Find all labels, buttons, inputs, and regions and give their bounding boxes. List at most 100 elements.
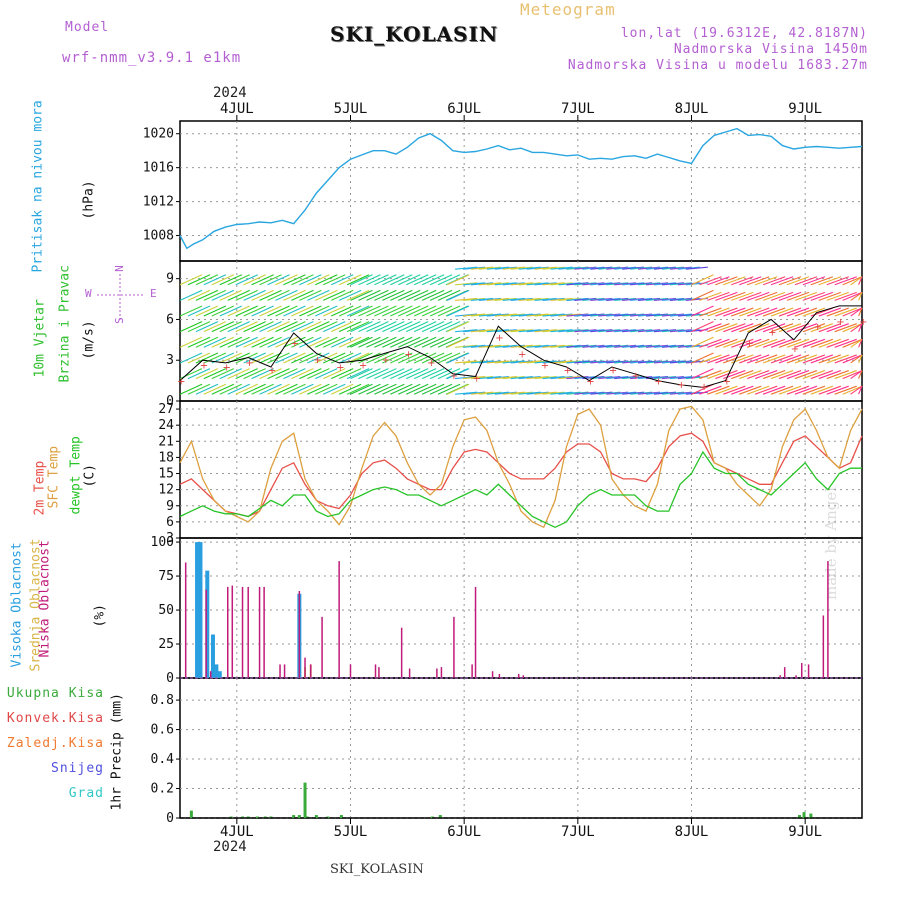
wind-barb bbox=[794, 291, 818, 301]
y-tick-label: 0 bbox=[166, 811, 174, 826]
wind-barb bbox=[455, 360, 478, 364]
wind-barb bbox=[429, 305, 453, 317]
wind-barb bbox=[203, 321, 227, 333]
wind-barb bbox=[330, 383, 354, 395]
wind-gust-marker: + bbox=[291, 339, 299, 350]
wind-barb bbox=[486, 266, 509, 270]
wind-barb bbox=[534, 360, 557, 364]
wind-barb bbox=[346, 274, 370, 286]
wind-barb bbox=[462, 266, 486, 270]
wind-gust-marker: + bbox=[768, 328, 776, 339]
wind-barb bbox=[338, 336, 362, 348]
wind-barb bbox=[747, 385, 770, 395]
wind-gust-marker: + bbox=[222, 362, 230, 373]
wind-barb bbox=[502, 297, 525, 301]
wind-barb bbox=[398, 336, 421, 348]
wind-barb bbox=[566, 360, 589, 364]
wind-barb bbox=[227, 305, 250, 317]
wind-barb bbox=[566, 344, 589, 348]
wind-barb bbox=[259, 305, 282, 317]
wind-barb bbox=[534, 329, 557, 333]
wind-barb bbox=[691, 305, 714, 317]
wind-barb bbox=[350, 321, 373, 333]
wind-barb bbox=[446, 321, 470, 333]
wind-barb bbox=[502, 313, 525, 317]
wind-barb bbox=[251, 321, 274, 333]
wind-barb bbox=[653, 282, 677, 286]
wind-barb bbox=[731, 307, 754, 317]
wind-barb bbox=[462, 329, 486, 333]
wind-barb bbox=[778, 276, 802, 286]
wind-barb bbox=[574, 376, 597, 380]
wind-barb bbox=[179, 305, 203, 317]
wind-barb bbox=[330, 305, 354, 317]
wind-barb bbox=[645, 360, 669, 364]
wind-barb bbox=[275, 352, 298, 364]
wind-barb bbox=[421, 368, 445, 380]
wind-barb bbox=[794, 323, 818, 333]
wind-barb bbox=[502, 391, 525, 395]
wind-barb bbox=[715, 291, 738, 301]
wind-barb bbox=[413, 336, 437, 348]
wind-barb bbox=[638, 282, 661, 286]
wind-barb bbox=[778, 354, 802, 364]
wind-barb bbox=[715, 338, 738, 348]
wind-barb bbox=[227, 336, 250, 348]
wind-barb bbox=[315, 383, 338, 395]
y-tick-label: 15 bbox=[158, 467, 174, 482]
wind-barb bbox=[291, 274, 314, 286]
wind-gust-marker: + bbox=[791, 344, 799, 355]
wind-barb bbox=[826, 276, 849, 286]
wind-barb bbox=[850, 307, 863, 317]
wind-barb bbox=[582, 297, 605, 301]
wind-barb bbox=[542, 329, 565, 333]
wind-barb bbox=[494, 360, 517, 364]
wind-barb bbox=[731, 291, 754, 301]
wind-barb bbox=[622, 344, 645, 348]
wind-gust-marker: + bbox=[359, 360, 367, 371]
wind-barb bbox=[358, 368, 381, 380]
wind-barb bbox=[699, 276, 722, 286]
wind-barb bbox=[550, 344, 573, 348]
wind-barb bbox=[534, 391, 557, 395]
wind-barb bbox=[574, 344, 597, 348]
wind-barb bbox=[691, 368, 714, 380]
wind-barb bbox=[195, 336, 219, 348]
wind-barb bbox=[754, 338, 778, 348]
wind-barb bbox=[330, 321, 354, 333]
wind-gust-marker: + bbox=[200, 360, 208, 371]
wind-barb bbox=[358, 289, 381, 301]
wind-barb bbox=[622, 360, 645, 364]
wind-barb bbox=[850, 291, 863, 301]
wind-gust-marker: + bbox=[700, 382, 708, 393]
wind-barb bbox=[794, 370, 818, 380]
wind-barb bbox=[582, 329, 605, 333]
wind-barb bbox=[283, 305, 306, 317]
wind-barb bbox=[486, 313, 509, 317]
wind-barb bbox=[219, 368, 243, 380]
wind-barb bbox=[645, 313, 669, 317]
wind-barb bbox=[259, 274, 282, 286]
wind-barb bbox=[227, 274, 250, 286]
wind-barb bbox=[786, 291, 810, 301]
x-tick-label-top: 5JUL bbox=[334, 101, 368, 117]
y-tick-label: 50 bbox=[158, 603, 174, 618]
wind-barb bbox=[699, 338, 722, 348]
wind-barb bbox=[494, 329, 517, 333]
wind-barb bbox=[707, 338, 730, 348]
wind-barb bbox=[390, 274, 413, 286]
x-tick-label-top: 8JUL bbox=[675, 101, 709, 117]
wind-barb bbox=[566, 329, 589, 333]
wind-barb bbox=[802, 291, 826, 301]
wind-barb bbox=[251, 352, 274, 364]
wind-barb bbox=[542, 297, 565, 301]
wind-gust-marker: + bbox=[450, 371, 458, 382]
wind-gust-marker: + bbox=[586, 377, 594, 388]
wind-barb bbox=[850, 276, 863, 286]
wind-barb bbox=[802, 338, 826, 348]
wind-barb bbox=[243, 289, 266, 301]
y-tick-label: 6 bbox=[166, 515, 174, 530]
wind-barb bbox=[747, 307, 770, 317]
wind-barb bbox=[518, 329, 541, 333]
wind-barb bbox=[291, 321, 314, 333]
